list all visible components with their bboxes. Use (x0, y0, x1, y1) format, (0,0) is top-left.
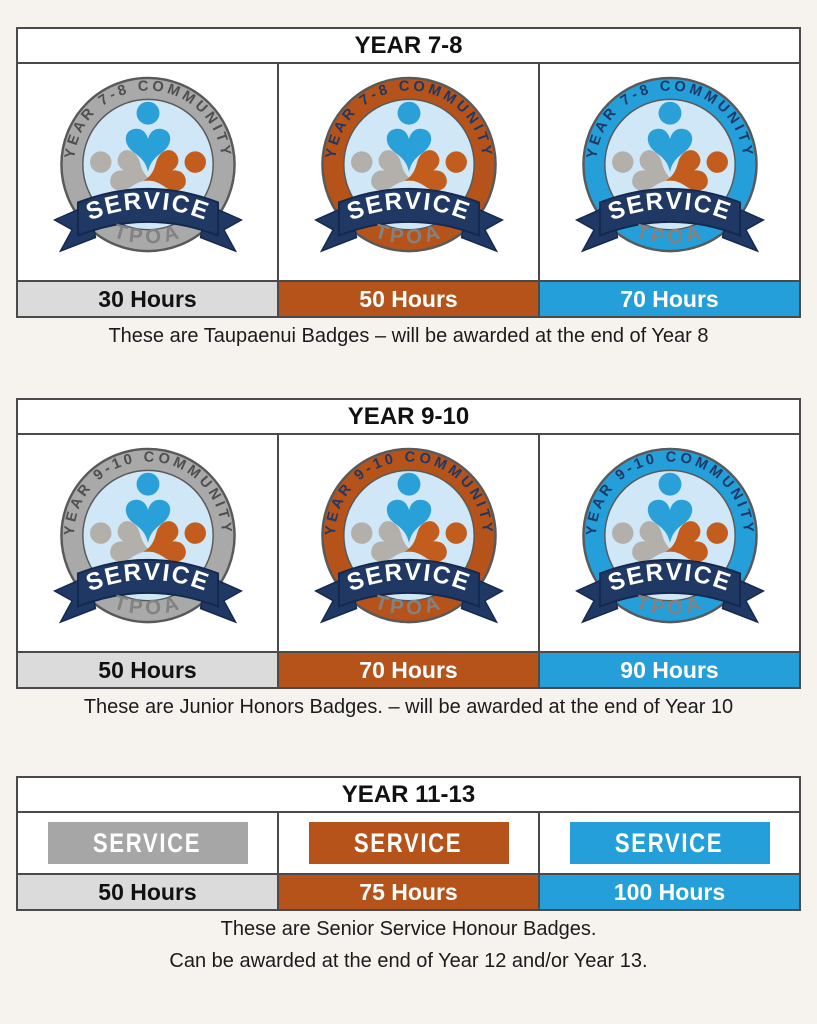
ribbon-band (337, 558, 480, 608)
people-hearts-icon (89, 101, 206, 191)
year-11-13-table: YEAR 11-13 SERVICE SERVICE SERVICE 50 Ho… (16, 776, 801, 911)
badge-orange: YEAR 7-8 COMMUNITY SERVICE (302, 72, 516, 259)
section-year-7-8: YEAR 7-8 YEAR 7-8 COMMUNITY (0, 27, 817, 348)
community-service-badge: YEAR 7-8 COMMUNITY SERVICE (313, 76, 504, 253)
person-heart-gray-icon (611, 521, 675, 562)
person-heart-gray-icon (611, 150, 675, 191)
badge-cell-gray: YEAR 7-8 COMMUNITY SERVICE (18, 64, 279, 280)
badge-cell-blue: YEAR 7-8 COMMUNITY SERVICE (540, 64, 799, 280)
table-title-year-11-13: YEAR 11-13 (18, 778, 799, 813)
service-bar-label: SERVICE (615, 827, 724, 858)
badge-gray: YEAR 9-10 COMMUNITY SERVICE (41, 443, 255, 630)
people-hearts-icon (89, 472, 206, 562)
ribbon-banner: SERVICE (313, 187, 504, 253)
badge-blue: YEAR 7-8 COMMUNITY SERVICE (563, 72, 777, 259)
service-bar-label: SERVICE (93, 827, 202, 858)
badge-cell-gray: YEAR 9-10 COMMUNITY SERVICE (18, 435, 279, 651)
community-service-badge: YEAR 9-10 COMMUNITY SERVICE (313, 447, 504, 624)
ribbon-band (76, 187, 219, 237)
service-bar-orange: SERVICE (308, 822, 509, 864)
badge-cell-orange: YEAR 9-10 COMMUNITY SERVICE (279, 435, 540, 651)
badge-cell-blue: YEAR 9-10 COMMUNITY SERVICE (540, 435, 799, 651)
person-heart-orange-icon (142, 150, 206, 191)
hours-cell-70: 70 Hours (279, 653, 540, 687)
ribbon-banner: SERVICE (52, 187, 243, 253)
badge-cell-orange: YEAR 7-8 COMMUNITY SERVICE (279, 64, 540, 280)
person-heart-blue-icon (647, 472, 692, 543)
badge-gray: YEAR 7-8 COMMUNITY SERVICE (41, 72, 255, 259)
hours-cell-50: 50 Hours (18, 653, 279, 687)
hours-cell-75: 75 Hours (279, 875, 540, 909)
service-bar-gray: SERVICE (47, 822, 248, 864)
person-heart-orange-icon (403, 150, 467, 191)
hours-cell-100: 100 Hours (540, 875, 799, 909)
person-heart-orange-icon (403, 521, 467, 562)
year-9-10-table: YEAR 9-10 YEAR 9-10 COMMUNITY (16, 398, 801, 689)
person-heart-blue-icon (647, 101, 692, 172)
service-bar-label: SERVICE (354, 827, 463, 858)
ribbon-banner: SERVICE (574, 558, 765, 624)
people-hearts-icon (350, 101, 467, 191)
person-heart-orange-icon (664, 150, 728, 191)
people-hearts-icon (350, 472, 467, 562)
year-7-8-table: YEAR 7-8 YEAR 7-8 COMMUNITY (16, 27, 801, 318)
badge-hours-sheet: YEAR 7-8 YEAR 7-8 COMMUNITY (0, 27, 817, 973)
ribbon-band (598, 187, 741, 237)
table-title-year-7-8: YEAR 7-8 (18, 29, 799, 64)
person-heart-blue-icon (125, 472, 170, 543)
service-bar-cell-blue: SERVICE (540, 813, 799, 873)
people-hearts-icon (611, 472, 728, 562)
person-heart-orange-icon (664, 521, 728, 562)
service-bar-blue: SERVICE (569, 822, 770, 864)
section-year-9-10: YEAR 9-10 YEAR 9-10 COMMUNITY (0, 398, 817, 719)
person-heart-orange-icon (142, 521, 206, 562)
badge-orange: YEAR 9-10 COMMUNITY SERVICE (302, 443, 516, 630)
hours-cell-70: 70 Hours (540, 282, 799, 316)
badge-row: YEAR 7-8 COMMUNITY SERVICE (18, 64, 799, 280)
hours-row: 30 Hours 50 Hours 70 Hours (18, 280, 799, 316)
community-service-badge: YEAR 7-8 COMMUNITY SERVICE (574, 76, 765, 253)
community-service-badge: YEAR 9-10 COMMUNITY SERVICE (52, 447, 243, 624)
person-heart-blue-icon (386, 101, 431, 172)
service-bar-cell-gray: SERVICE (18, 813, 279, 873)
community-service-badge: YEAR 7-8 COMMUNITY SERVICE (52, 76, 243, 253)
caption-senior-line-2: Can be awarded at the end of Year 12 and… (169, 950, 648, 972)
badge-row: YEAR 9-10 COMMUNITY SERVICE (18, 435, 799, 651)
person-heart-gray-icon (350, 521, 414, 562)
ribbon-band (76, 558, 219, 608)
table-title-year-9-10: YEAR 9-10 (18, 400, 799, 435)
person-heart-blue-icon (386, 472, 431, 543)
person-heart-gray-icon (350, 150, 414, 191)
caption-junior-honors: These are Junior Honors Badges. – will b… (83, 696, 734, 718)
badge-blue: YEAR 9-10 COMMUNITY SERVICE (563, 443, 777, 630)
ribbon-banner: SERVICE (574, 187, 765, 253)
hours-row: 50 Hours 75 Hours 100 Hours (18, 873, 799, 909)
hours-row: 50 Hours 70 Hours 90 Hours (18, 651, 799, 687)
person-heart-gray-icon (89, 521, 153, 562)
ribbon-banner: SERVICE (313, 558, 504, 624)
person-heart-gray-icon (89, 150, 153, 191)
ribbon-band (598, 558, 741, 608)
service-bar-cell-orange: SERVICE (279, 813, 540, 873)
caption-senior-line-1: These are Senior Service Honour Badges. (220, 918, 597, 940)
section-year-11-13: YEAR 11-13 SERVICE SERVICE SERVICE 50 Ho… (0, 776, 817, 973)
hours-cell-50: 50 Hours (18, 875, 279, 909)
service-bars-row: SERVICE SERVICE SERVICE (18, 813, 799, 873)
ribbon-banner: SERVICE (52, 558, 243, 624)
person-heart-blue-icon (125, 101, 170, 172)
ribbon-band (337, 187, 480, 237)
caption-taupaenui: These are Taupaenui Badges – will be awa… (108, 325, 709, 347)
people-hearts-icon (611, 101, 728, 191)
community-service-badge: YEAR 9-10 COMMUNITY SERVICE (574, 447, 765, 624)
hours-cell-90: 90 Hours (540, 653, 799, 687)
hours-cell-30: 30 Hours (18, 282, 279, 316)
hours-cell-50: 50 Hours (279, 282, 540, 316)
